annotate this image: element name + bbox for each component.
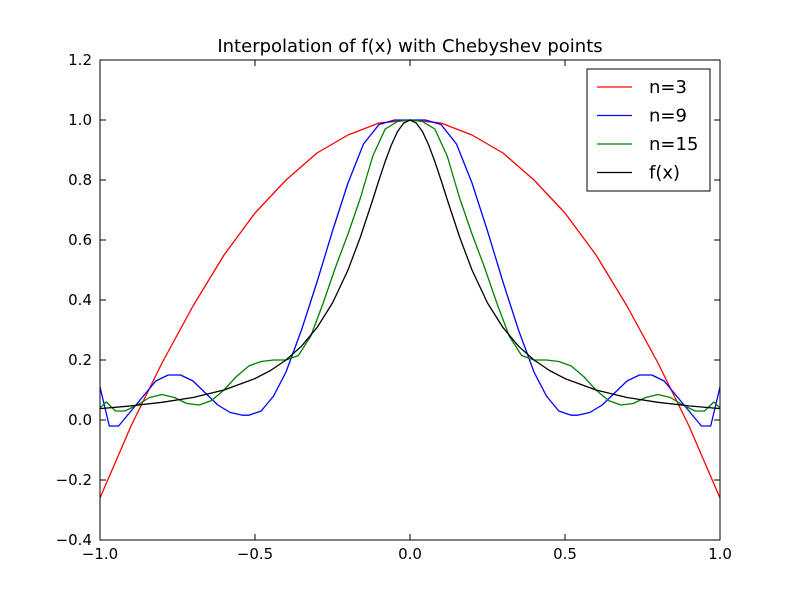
series-line-f-x — [100, 119, 720, 410]
x-tick-label: 0.0 — [398, 545, 422, 563]
legend-label-n-3: n=3 — [649, 77, 687, 98]
x-tick-label: 0.5 — [553, 545, 577, 563]
y-tick-label: 1.2 — [68, 51, 92, 69]
x-tick-label: 1.0 — [708, 545, 732, 563]
legend[interactable]: n=3 n=9 n=15 f(x) — [586, 68, 711, 192]
legend-box — [586, 68, 711, 192]
legend-label-f-x: f(x) — [649, 163, 680, 184]
y-tick-label: 0.0 — [68, 411, 92, 429]
y-tick-label: 0.2 — [68, 351, 92, 369]
x-tick-label: −0.5 — [237, 545, 273, 563]
series-layer — [100, 119, 720, 499]
tick-layer: −1.0 −0.5 0.0 0.5 1.0 −0.4 −0.2 0.0 0.2 0.4 0.6 0.8… — [56, 51, 732, 563]
y-tick-label: 1.0 — [68, 111, 92, 129]
y-tick-label: −0.2 — [56, 471, 92, 489]
legend-label-n-9: n=9 — [649, 106, 687, 127]
y-tick-label: 0.8 — [68, 171, 92, 189]
y-tick-label: 0.4 — [68, 291, 92, 309]
y-tick-label: −0.4 — [56, 531, 92, 549]
x-tick-label: −1.0 — [82, 545, 118, 563]
y-tick-label: 0.6 — [68, 231, 92, 249]
legend-label-n-15: n=15 — [649, 134, 698, 155]
chart-title: Interpolation of f(x) with Chebyshev poi… — [217, 36, 602, 57]
